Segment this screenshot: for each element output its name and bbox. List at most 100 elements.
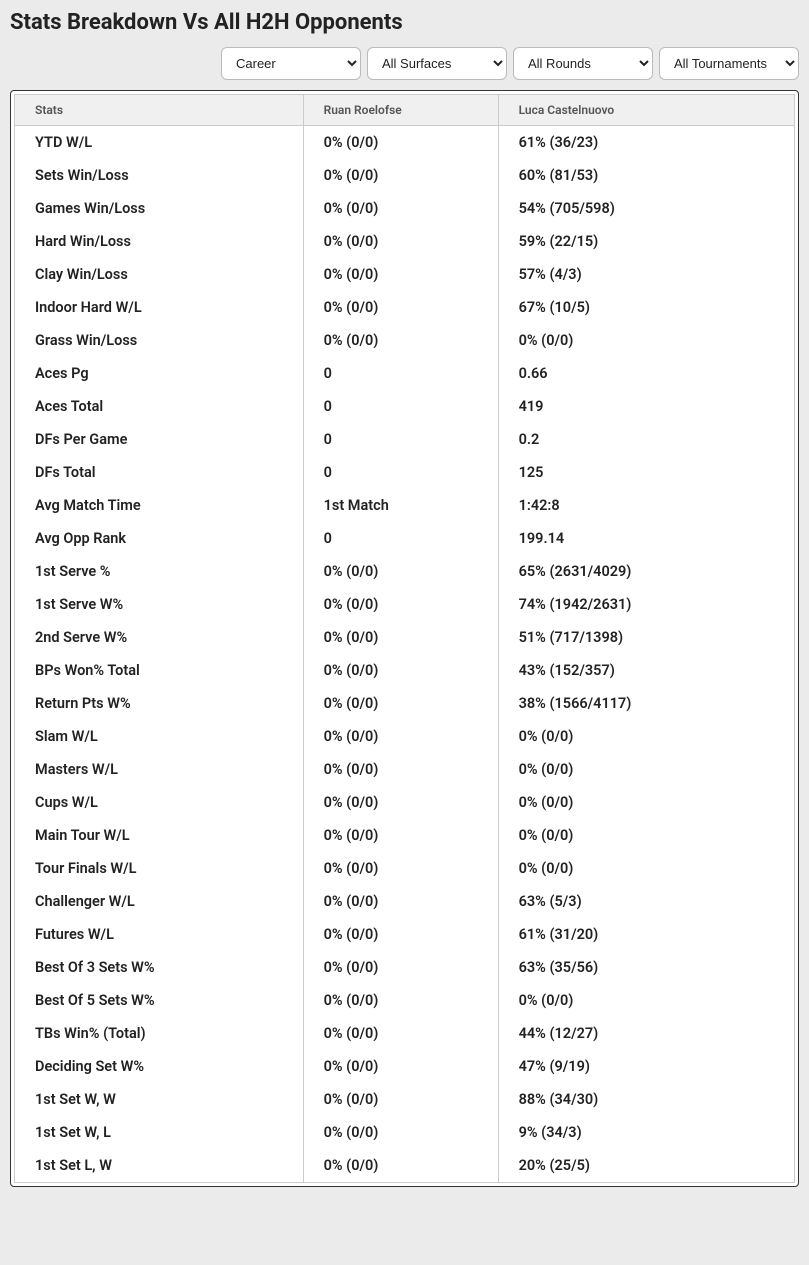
table-row: Aces Total0419 <box>15 390 795 423</box>
player2-value: 63% (35/56) <box>498 951 794 984</box>
table-row: Main Tour W/L0% (0/0)0% (0/0) <box>15 819 795 852</box>
table-row: 1st Set W, W0% (0/0)88% (34/30) <box>15 1083 795 1116</box>
player2-value: 20% (25/5) <box>498 1149 794 1183</box>
player1-value: 0 <box>303 522 498 555</box>
table-row: Avg Opp Rank0199.14 <box>15 522 795 555</box>
stats-table: Stats Ruan Roelofse Luca Castelnuovo YTD… <box>14 94 795 1183</box>
player2-value: 44% (12/27) <box>498 1017 794 1050</box>
stat-label: Slam W/L <box>15 720 304 753</box>
player2-value: 125 <box>498 456 794 489</box>
player2-value: 61% (31/20) <box>498 918 794 951</box>
stat-label: Main Tour W/L <box>15 819 304 852</box>
filter-bar: Career All Surfaces All Rounds All Tourn… <box>10 47 799 80</box>
table-row: Tour Finals W/L0% (0/0)0% (0/0) <box>15 852 795 885</box>
player2-value: 63% (5/3) <box>498 885 794 918</box>
player2-value: 67% (10/5) <box>498 291 794 324</box>
player1-value: 0% (0/0) <box>303 159 498 192</box>
stat-label: 2nd Serve W% <box>15 621 304 654</box>
stat-label: 1st Serve W% <box>15 588 304 621</box>
player1-value: 0% (0/0) <box>303 192 498 225</box>
table-row: Deciding Set W%0% (0/0)47% (9/19) <box>15 1050 795 1083</box>
player1-value: 0% (0/0) <box>303 885 498 918</box>
table-row: 1st Serve W%0% (0/0)74% (1942/2631) <box>15 588 795 621</box>
stat-label: Return Pts W% <box>15 687 304 720</box>
table-row: Avg Match Time1st Match1:42:8 <box>15 489 795 522</box>
stat-label: 1st Serve % <box>15 555 304 588</box>
player2-value: 0% (0/0) <box>498 753 794 786</box>
player2-value: 0% (0/0) <box>498 786 794 819</box>
player1-value: 1st Match <box>303 489 498 522</box>
table-row: Hard Win/Loss0% (0/0)59% (22/15) <box>15 225 795 258</box>
table-row: Masters W/L0% (0/0)0% (0/0) <box>15 753 795 786</box>
table-row: Slam W/L0% (0/0)0% (0/0) <box>15 720 795 753</box>
player2-value: 1:42:8 <box>498 489 794 522</box>
player2-value: 47% (9/19) <box>498 1050 794 1083</box>
table-row: Cups W/L0% (0/0)0% (0/0) <box>15 786 795 819</box>
player2-value: 88% (34/30) <box>498 1083 794 1116</box>
stat-label: Challenger W/L <box>15 885 304 918</box>
player1-value: 0% (0/0) <box>303 1017 498 1050</box>
stat-label: TBs Win% (Total) <box>15 1017 304 1050</box>
player1-value: 0% (0/0) <box>303 291 498 324</box>
table-row: Clay Win/Loss0% (0/0)57% (4/3) <box>15 258 795 291</box>
player2-value: 43% (152/357) <box>498 654 794 687</box>
rounds-filter[interactable]: All Rounds <box>513 47 653 80</box>
stat-label: DFs Total <box>15 456 304 489</box>
surfaces-filter[interactable]: All Surfaces <box>367 47 507 80</box>
table-row: Games Win/Loss0% (0/0)54% (705/598) <box>15 192 795 225</box>
table-row: 2nd Serve W%0% (0/0)51% (717/1398) <box>15 621 795 654</box>
player2-value: 0.2 <box>498 423 794 456</box>
stat-label: YTD W/L <box>15 126 304 160</box>
career-filter[interactable]: Career <box>221 47 361 80</box>
table-row: 1st Serve %0% (0/0)65% (2631/4029) <box>15 555 795 588</box>
table-row: Return Pts W%0% (0/0)38% (1566/4117) <box>15 687 795 720</box>
stat-label: 1st Set L, W <box>15 1149 304 1183</box>
player2-value: 0% (0/0) <box>498 720 794 753</box>
player2-value: 199.14 <box>498 522 794 555</box>
player1-value: 0% (0/0) <box>303 786 498 819</box>
player2-value: 419 <box>498 390 794 423</box>
player1-value: 0% (0/0) <box>303 225 498 258</box>
table-row: DFs Per Game00.2 <box>15 423 795 456</box>
player1-value: 0% (0/0) <box>303 126 498 160</box>
player2-value: 54% (705/598) <box>498 192 794 225</box>
stat-label: BPs Won% Total <box>15 654 304 687</box>
stat-label: Hard Win/Loss <box>15 225 304 258</box>
stat-label: Tour Finals W/L <box>15 852 304 885</box>
player1-value: 0% (0/0) <box>303 984 498 1017</box>
player1-value: 0% (0/0) <box>303 951 498 984</box>
tournaments-filter[interactable]: All Tournaments <box>659 47 799 80</box>
stat-label: Games Win/Loss <box>15 192 304 225</box>
player2-value: 0.66 <box>498 357 794 390</box>
player1-value: 0% (0/0) <box>303 753 498 786</box>
stat-label: Deciding Set W% <box>15 1050 304 1083</box>
player2-value: 57% (4/3) <box>498 258 794 291</box>
header-player2: Luca Castelnuovo <box>498 95 794 126</box>
player1-value: 0% (0/0) <box>303 918 498 951</box>
player2-value: 0% (0/0) <box>498 324 794 357</box>
player2-value: 74% (1942/2631) <box>498 588 794 621</box>
player1-value: 0% (0/0) <box>303 1083 498 1116</box>
player1-value: 0% (0/0) <box>303 819 498 852</box>
stat-label: 1st Set W, W <box>15 1083 304 1116</box>
player1-value: 0% (0/0) <box>303 621 498 654</box>
stat-label: 1st Set W, L <box>15 1116 304 1149</box>
player1-value: 0 <box>303 357 498 390</box>
table-row: Best Of 3 Sets W%0% (0/0)63% (35/56) <box>15 951 795 984</box>
player2-value: 0% (0/0) <box>498 819 794 852</box>
player2-value: 59% (22/15) <box>498 225 794 258</box>
stat-label: Sets Win/Loss <box>15 159 304 192</box>
player1-value: 0% (0/0) <box>303 258 498 291</box>
player1-value: 0 <box>303 390 498 423</box>
table-row: DFs Total0125 <box>15 456 795 489</box>
table-header-row: Stats Ruan Roelofse Luca Castelnuovo <box>15 95 795 126</box>
stat-label: DFs Per Game <box>15 423 304 456</box>
player1-value: 0% (0/0) <box>303 588 498 621</box>
header-stats: Stats <box>15 95 304 126</box>
stat-label: Avg Match Time <box>15 489 304 522</box>
player1-value: 0% (0/0) <box>303 1149 498 1183</box>
stat-label: Grass Win/Loss <box>15 324 304 357</box>
table-row: 1st Set W, L0% (0/0)9% (34/3) <box>15 1116 795 1149</box>
stat-label: Cups W/L <box>15 786 304 819</box>
player1-value: 0% (0/0) <box>303 720 498 753</box>
